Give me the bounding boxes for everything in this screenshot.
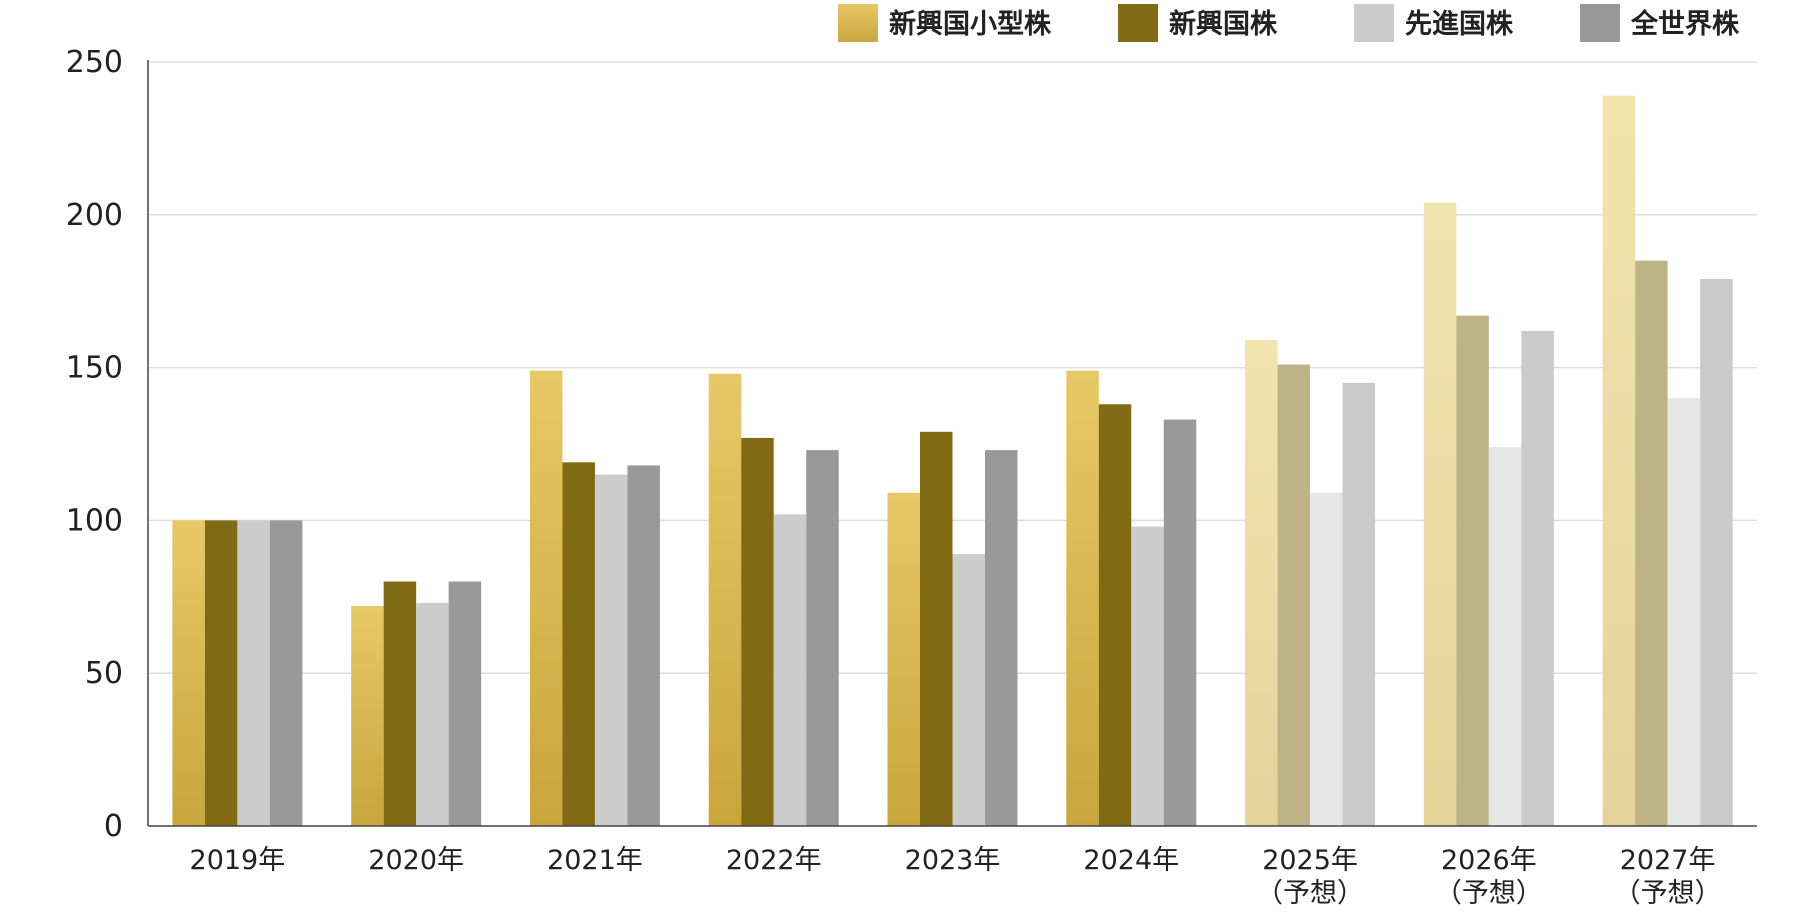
legend-swatch [838,4,878,42]
bar [627,465,660,826]
y-tick-label: 50 [85,656,123,691]
x-tick-label: 2027年 [1620,845,1716,876]
bar [1245,340,1278,826]
legend-label: 新興国株 [1169,8,1278,40]
bar [1488,447,1522,826]
bar [806,450,839,826]
legend-swatch [1580,4,1620,42]
x-tick-label: 2024年 [1083,845,1179,876]
y-tick-label: 150 [66,351,123,386]
bar [529,370,563,826]
bar [1423,202,1457,827]
y-tick-label: 200 [66,198,123,233]
x-category-labels: 2019年 2020年 2021年 2022年 2023年 2024年 2025年（予想）2… [190,845,1722,909]
bar [887,492,920,826]
bars [172,95,1733,827]
bar [448,581,482,826]
bar [952,554,985,826]
x-tick-label: 2025年 [1262,845,1358,876]
bar [1131,526,1164,826]
bar [1310,492,1343,826]
x-tick-label: 2020年 [368,845,464,876]
bar [172,520,205,826]
bar [1521,330,1554,826]
bar [1700,278,1733,826]
bar [1602,95,1636,827]
bar [204,520,238,826]
axes [147,60,1757,827]
bar [1456,315,1489,826]
y-tick-label: 0 [104,809,123,844]
x-tick-label: （予想） [1614,878,1722,909]
bar [920,431,953,826]
bar [237,520,270,826]
bar [562,462,595,826]
bar [416,602,449,826]
legend-label: 全世界株 [1630,8,1740,40]
bar [985,450,1018,826]
bar [383,581,417,826]
bar [773,514,807,826]
x-tick-label: 2019年 [190,845,286,876]
bar [1667,398,1701,826]
x-tick-label: 2023年 [905,845,1001,876]
y-tick-labels: 0 50 100 150 200 250 [66,45,123,844]
y-tick-label: 100 [66,503,123,538]
x-tick-label: （予想） [1256,878,1364,909]
bar [708,373,742,826]
bar [351,605,384,826]
legend-swatch [1354,4,1394,42]
legend-label: 新興国小型株 [889,8,1052,40]
bar [269,520,303,826]
legend-swatch [1118,4,1158,42]
x-tick-label: （予想） [1435,878,1543,909]
bar [1342,382,1376,826]
bar [1066,370,1099,826]
bar [1098,404,1132,826]
bar [741,437,774,826]
legend-label: 先進国株 [1405,9,1514,40]
bar [1277,364,1311,826]
bar [1163,419,1197,826]
bar [1635,260,1668,826]
x-tick-label: 2021年 [547,845,643,876]
bar [594,474,628,826]
x-tick-label: 2022年 [726,845,822,876]
y-tick-label: 250 [66,45,123,80]
x-tick-label: 2026年 [1441,845,1537,876]
legend: 新興国小型株 新興国株 先進国株 全世界株 [838,4,1740,42]
